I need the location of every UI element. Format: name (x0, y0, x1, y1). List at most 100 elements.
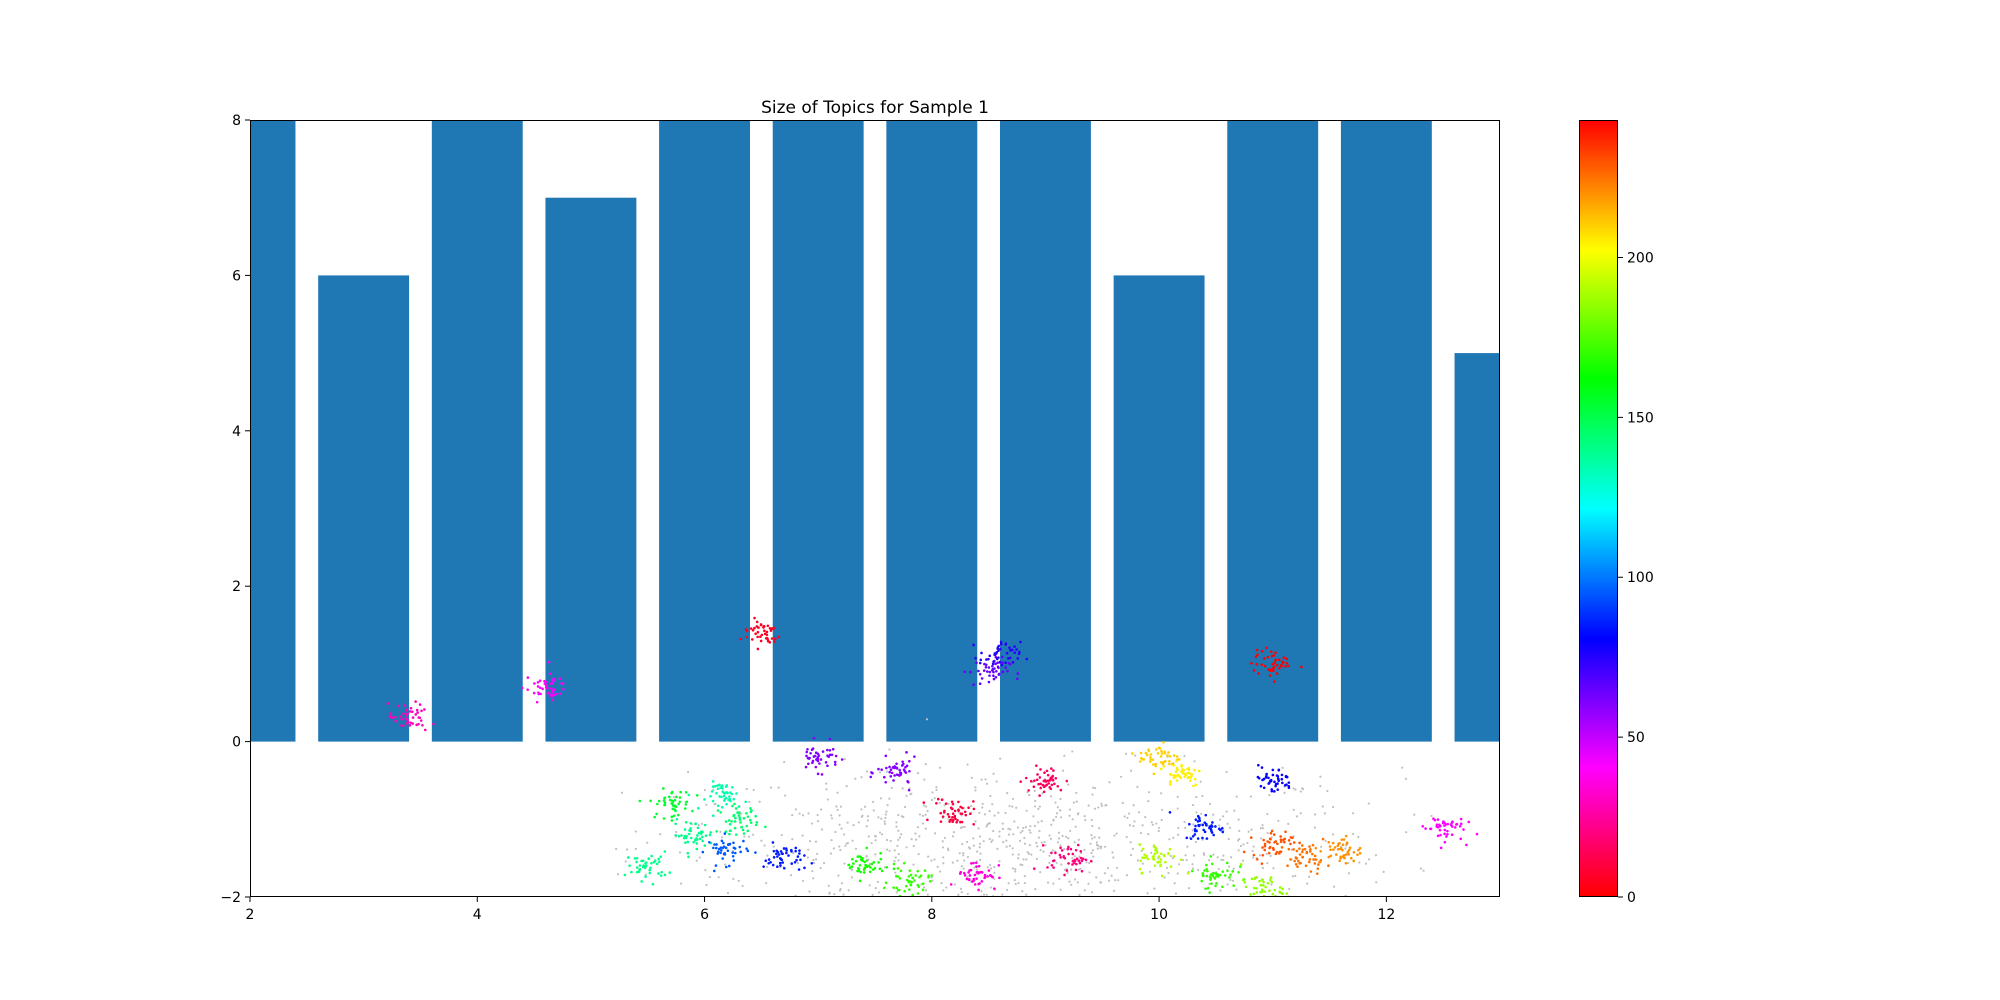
cluster-point-16 (1067, 845, 1070, 849)
noise-point (1093, 836, 1096, 839)
cluster-point-29 (765, 633, 769, 637)
noise-point (839, 805, 843, 808)
cluster-point-28 (1442, 820, 1445, 823)
noise-point (1037, 836, 1040, 839)
cluster-point-13 (1001, 661, 1004, 665)
cluster-point-29 (768, 641, 772, 644)
cluster-point-29 (772, 626, 776, 630)
noise-point (923, 886, 926, 889)
cluster-point-16 (1079, 850, 1083, 853)
noise-point (1085, 861, 1088, 864)
cluster-point-22 (1276, 777, 1280, 781)
cluster-point-0 (647, 857, 651, 861)
cluster-point-4 (733, 826, 737, 830)
noise-point (1374, 854, 1378, 857)
cluster-point-17 (1160, 752, 1164, 755)
cluster-point-7 (811, 747, 815, 750)
noise-point (1347, 861, 1350, 865)
noise-point (884, 816, 887, 820)
cluster-point-27 (1282, 660, 1285, 664)
noise-point (998, 899, 1000, 901)
cluster-point-13 (994, 675, 998, 679)
bar-4 (659, 120, 750, 742)
cluster-point-26 (1259, 883, 1263, 887)
noise-point (989, 794, 992, 798)
noise-point (705, 803, 708, 806)
cluster-point-23 (1279, 840, 1283, 844)
cluster-point-4 (732, 813, 736, 817)
noise-point (1068, 814, 1071, 817)
noise-point (1049, 837, 1053, 840)
cluster-point-4 (730, 820, 733, 823)
noise-point (777, 786, 780, 789)
noise-point (835, 805, 838, 808)
noise-point (1216, 856, 1219, 859)
cluster-point-3 (725, 802, 728, 806)
noise-point (1023, 842, 1027, 845)
cluster-point-17 (1152, 763, 1155, 766)
cluster-point-19 (1172, 855, 1176, 858)
noise-point (917, 852, 920, 856)
cluster-point-9 (878, 867, 882, 871)
noise-point (843, 862, 846, 865)
noise-point (866, 819, 869, 822)
cluster-point-3 (703, 798, 706, 801)
noise-point (801, 834, 804, 837)
cluster-point-16 (1046, 866, 1049, 869)
cluster-point-27 (1250, 661, 1253, 665)
cluster-point-10 (927, 876, 930, 879)
noise-point (1187, 910, 1189, 912)
cluster-point-12 (973, 873, 977, 877)
cluster-point-30 (520, 686, 524, 690)
cluster-point-5 (754, 851, 757, 854)
cluster-point-13 (992, 677, 996, 681)
noise-point (960, 891, 963, 894)
cluster-point-30 (537, 691, 540, 694)
noise-point (1057, 831, 1061, 834)
cluster-point-25 (1319, 860, 1322, 864)
noise-point (836, 791, 839, 794)
cluster-point-15 (1029, 779, 1033, 783)
cluster-point-5 (720, 839, 724, 843)
y-tick-label: −2 (220, 890, 241, 906)
noise-point (1292, 787, 1295, 790)
cluster-point-22 (1271, 773, 1275, 777)
noise-point (991, 839, 994, 842)
cluster-point-29 (760, 633, 764, 637)
cluster-point-0 (652, 860, 656, 864)
cluster-point-4 (724, 830, 728, 833)
cluster-point-1 (661, 787, 665, 790)
cluster-point-24 (1313, 862, 1317, 865)
cluster-point-13 (996, 665, 1000, 669)
noise-point (1405, 831, 1408, 834)
cluster-point-31 (388, 715, 392, 718)
cluster-point-12 (975, 877, 978, 880)
cluster-point-0 (623, 873, 627, 877)
cluster-point-15 (1054, 777, 1058, 780)
noise-point (993, 877, 996, 880)
noise-point (825, 782, 828, 785)
cluster-point-2 (703, 844, 707, 847)
noise-point (1225, 810, 1228, 813)
cluster-point-23 (1261, 853, 1265, 857)
noise-point (820, 808, 823, 811)
cluster-point-16 (1069, 847, 1073, 851)
cluster-point-16 (1059, 846, 1062, 850)
noise-point (974, 820, 977, 823)
cluster-point-13 (982, 669, 986, 672)
noise-point (1199, 780, 1202, 783)
noise-point (1195, 811, 1198, 814)
noise-point (1404, 777, 1408, 780)
noise-point (1228, 865, 1231, 868)
cluster-point-16 (1081, 857, 1084, 860)
cluster-point-4 (748, 818, 752, 822)
cluster-point-10 (895, 886, 898, 890)
noise-point (985, 893, 988, 896)
cluster-point-7 (805, 750, 809, 754)
noise-point (1218, 901, 1220, 903)
cluster-point-6 (775, 852, 778, 856)
noise-point (843, 833, 846, 836)
cluster-point-6 (772, 849, 776, 853)
noise-point (1041, 792, 1044, 795)
noise-point (1319, 775, 1322, 778)
